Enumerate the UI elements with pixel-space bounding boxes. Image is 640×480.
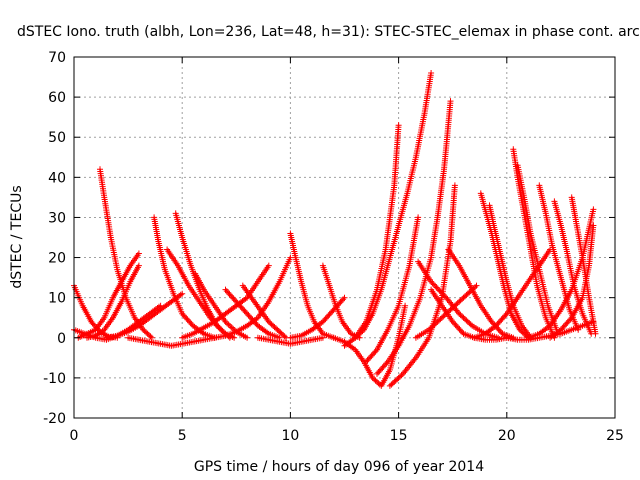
y-tick-label: 50	[48, 130, 66, 146]
series-arc23	[363, 214, 422, 365]
series-arc5	[84, 262, 142, 341]
series-arc6	[103, 290, 186, 341]
series-arc18	[319, 262, 363, 341]
series-arc32	[510, 146, 558, 341]
series-arc31	[486, 202, 534, 341]
y-tick-label: 60	[48, 90, 66, 106]
series-arc40	[503, 318, 597, 343]
x-tick-label: 0	[70, 428, 79, 444]
series-markers	[510, 146, 558, 341]
series-markers	[486, 202, 534, 341]
axis-ticks: -20 -10 0 10 20 30 40 50 60 70 0 5 10 15 20 25	[43, 50, 624, 444]
series-markers	[471, 246, 554, 341]
series-arc14	[179, 262, 272, 341]
y-tick-label: -10	[43, 371, 66, 387]
series-arc24	[374, 98, 454, 377]
series-arc38	[525, 206, 597, 341]
series-markers	[374, 98, 454, 377]
series-markers	[341, 122, 402, 349]
series-arc7	[151, 214, 218, 341]
series-arc16	[254, 334, 326, 347]
series-markers	[287, 294, 348, 341]
x-tick-label: 5	[178, 428, 187, 444]
series-arc10	[125, 334, 218, 349]
x-tick-label: 15	[390, 428, 408, 444]
series-arc22	[341, 122, 402, 349]
y-tick-label: 10	[48, 291, 66, 307]
series-markers	[287, 230, 337, 341]
series-markers	[319, 262, 363, 341]
series-markers	[125, 334, 218, 349]
y-tick-label: 0	[57, 331, 66, 347]
series-markers	[363, 214, 422, 365]
y-tick-label: 40	[48, 170, 66, 186]
series-arc19	[287, 294, 348, 341]
y-axis-label: dSTEC / TECUs	[9, 185, 25, 288]
data-series	[71, 70, 599, 389]
y-tick-label: -20	[43, 411, 66, 427]
series-markers	[514, 162, 560, 333]
series-markers	[192, 270, 251, 341]
x-tick-label: 25	[606, 428, 624, 444]
y-tick-label: 70	[48, 50, 66, 66]
series-markers	[179, 262, 272, 341]
series-markers	[254, 334, 326, 347]
series-markers	[503, 318, 597, 343]
series-markers	[151, 214, 218, 341]
series-arc33	[514, 162, 560, 333]
x-axis-label: GPS time / hours of day 096 of year 2014	[194, 459, 484, 475]
grid-lines	[74, 57, 615, 418]
plot-frame	[73, 56, 616, 419]
chart-title: dSTEC Iono. truth (albh, Lon=236, Lat=48…	[17, 24, 640, 40]
x-tick-label: 20	[498, 428, 516, 444]
series-markers	[211, 254, 294, 341]
x-tick-label: 10	[281, 428, 299, 444]
series-arc37	[471, 246, 554, 341]
series-arc15	[211, 254, 294, 341]
y-tick-label: 30	[48, 210, 66, 226]
y-tick-label: 20	[48, 251, 66, 267]
series-arc17	[287, 230, 337, 341]
series-markers	[84, 262, 142, 341]
